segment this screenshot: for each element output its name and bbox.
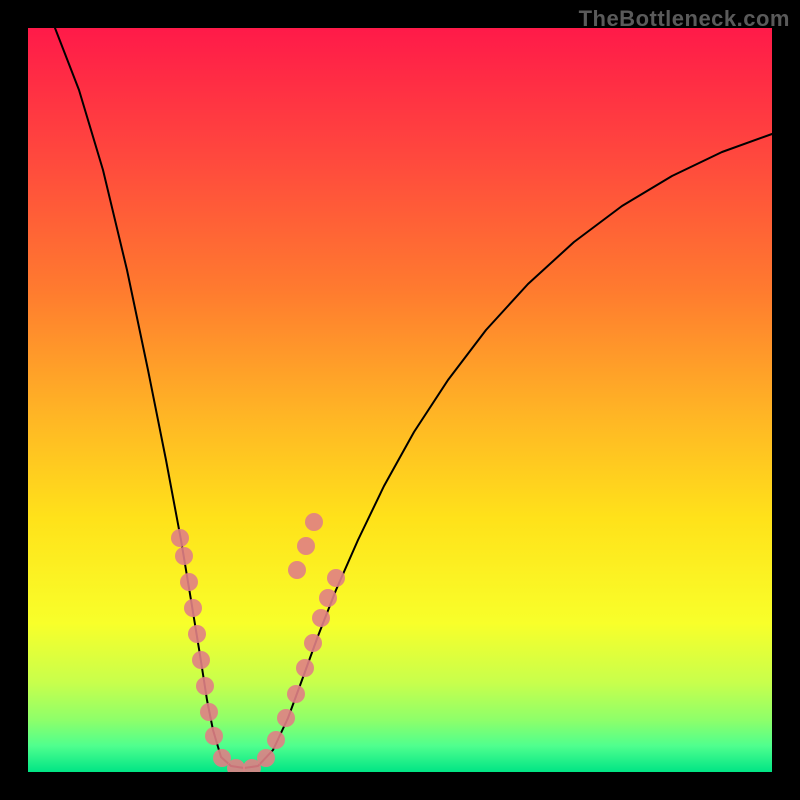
marker-dot [257,749,275,767]
marker-dot [192,651,210,669]
marker-dot [287,685,305,703]
chart-container: TheBottleneck.com [0,0,800,800]
marker-dot [319,589,337,607]
marker-dot [205,727,223,745]
marker-dot [267,731,285,749]
marker-dot [312,609,330,627]
plot-area [28,28,772,772]
chart-svg [0,0,800,800]
marker-dot [277,709,295,727]
marker-dot [188,625,206,643]
watermark-text: TheBottleneck.com [579,6,790,32]
marker-dot [196,677,214,695]
marker-dot [296,659,314,677]
marker-dot [327,569,345,587]
marker-dot [200,703,218,721]
marker-dot [184,599,202,617]
marker-dot [304,634,322,652]
marker-dot [305,513,323,531]
marker-dot [175,547,193,565]
marker-dot [227,759,245,777]
marker-dot [171,529,189,547]
marker-dot [297,537,315,555]
marker-dot [288,561,306,579]
marker-dot [180,573,198,591]
